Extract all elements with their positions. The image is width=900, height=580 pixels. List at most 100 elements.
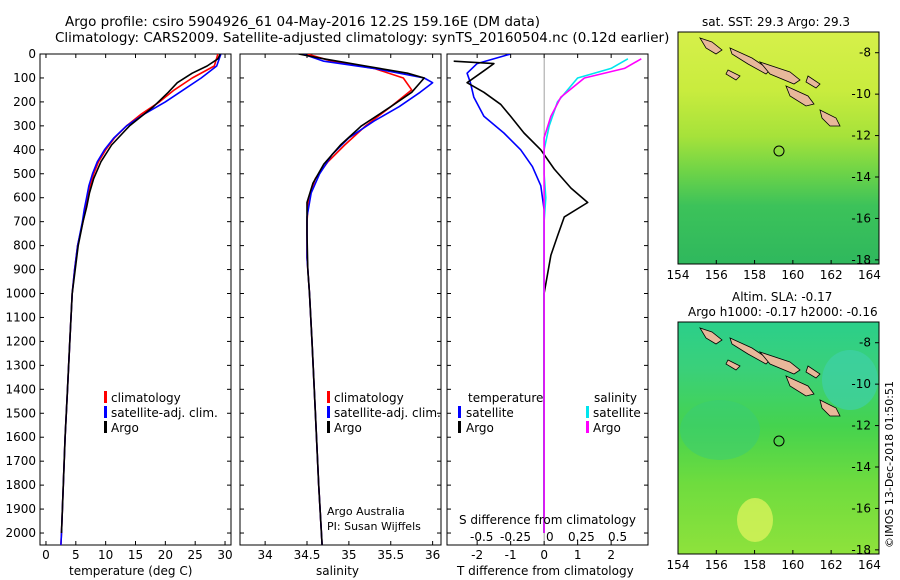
map-x-tick-label: 158 <box>743 558 766 572</box>
legend-climatology-swatch <box>327 391 330 403</box>
depth-tick-label: 1400 <box>5 382 36 396</box>
map-y-tick-label: -14 <box>851 460 871 474</box>
s-tick-label: 0 <box>546 530 554 544</box>
map-y-tick-label: -18 <box>851 253 871 267</box>
depth-tick-label: 100 <box>13 71 36 85</box>
map-x-tick-label: 154 <box>667 268 690 282</box>
map-x-tick-label: 162 <box>820 268 843 282</box>
legend-satellite-swatch <box>104 406 107 418</box>
x-tick-label: 20 <box>158 548 173 562</box>
difference-xlabel: T difference from climatology <box>456 564 634 578</box>
depth-tick-label: 1800 <box>5 478 36 492</box>
legend-climatology: climatology <box>334 391 404 405</box>
legend-s-argo-swatch <box>586 421 589 433</box>
depth-tick-label: 1000 <box>5 287 36 301</box>
sst-map-title: sat. SST: 29.3 Argo: 29.3 <box>702 15 850 29</box>
depth-tick-label: 1500 <box>5 406 36 420</box>
sst-field <box>678 32 879 264</box>
map-x-tick-label: 160 <box>781 268 804 282</box>
s-tick-label: 0.25 <box>568 530 595 544</box>
islands <box>699 327 841 417</box>
series-line-temperature-argo <box>453 60 589 533</box>
depth-tick-label: 700 <box>13 215 36 229</box>
x-tick-label: 5 <box>72 548 80 562</box>
legend-t-satellite: satellite <box>466 406 514 420</box>
sla-map-title2: Argo h1000: -0.17 h2000: -0.16 <box>688 305 878 319</box>
map-y-tick-label: -16 <box>851 211 871 225</box>
sst-map-ticks: 154 156 158 160 162 164 -8 -10 -12 -14 -16 -18 <box>667 46 881 282</box>
depth-tick-label: 300 <box>13 119 36 133</box>
series-line-climatology <box>60 54 219 545</box>
difference-xlabel-top: S difference from climatology <box>459 513 636 527</box>
islands <box>699 37 841 127</box>
legend-t-argo: Argo <box>466 421 494 435</box>
map-y-tick-label: -18 <box>851 543 871 557</box>
map-x-tick-label: 160 <box>781 558 804 572</box>
series-line-temperature-satellite <box>466 54 545 533</box>
figure-title-line2: Climatology: CARS2009. Satellite-adjuste… <box>55 30 669 46</box>
float-position-marker <box>773 435 785 447</box>
legend-climatology: climatology <box>111 391 181 405</box>
depth-tick-label: 1300 <box>5 358 36 372</box>
series-line-salinity-argo <box>543 58 642 533</box>
legend-argo-swatch <box>327 421 330 433</box>
map-y-tick-label: -12 <box>851 129 871 143</box>
depth-tick-label: 800 <box>13 239 36 253</box>
temperature-panel-frame <box>39 53 232 546</box>
legend-satellite: satellite-adj. clim. <box>334 406 441 420</box>
s-tick-label: -0.5 <box>470 530 493 544</box>
legend-climatology-swatch <box>104 391 107 403</box>
map-x-tick-label: 158 <box>743 268 766 282</box>
legend-s-argo: Argo <box>593 421 621 435</box>
temperature-xlabel: temperature (deg C) <box>69 564 192 578</box>
legend-argo: Argo <box>111 421 139 435</box>
legend-t-argo-swatch <box>458 421 461 433</box>
float-position-marker <box>773 145 785 157</box>
difference-legend: temperature satellite Argo salinity sate… <box>458 391 641 435</box>
legend-salinity-header: salinity <box>594 391 637 405</box>
annotation-argo-australia: Argo Australia <box>327 505 405 518</box>
annotation-pi-name: PI: Susan Wijffels <box>327 520 421 533</box>
x-tick-label: 25 <box>188 548 203 562</box>
depth-tick-label: 1900 <box>5 502 36 516</box>
difference-panel-frame <box>446 53 649 546</box>
x-tick-label: 0 <box>540 548 548 562</box>
map-y-tick-label: -12 <box>851 419 871 433</box>
sla-map-frame <box>677 321 880 555</box>
salinity-panel-frame <box>239 53 442 546</box>
sla-map-title1: Altim. SLA: -0.17 <box>732 290 832 304</box>
x-tick-label: 34.5 <box>294 548 321 562</box>
depth-tick-label: 1100 <box>5 310 36 324</box>
map-y-tick-label: -8 <box>859 336 871 350</box>
map-y-tick-label: -16 <box>851 501 871 515</box>
legend-satellite: satellite-adj. clim. <box>111 406 218 420</box>
series-line-satellite <box>302 54 434 545</box>
x-tick-label: -2 <box>471 548 483 562</box>
depth-tick-label: 0 <box>28 47 36 61</box>
x-tick-label: 0 <box>42 548 50 562</box>
map-y-tick-label: -14 <box>851 170 871 184</box>
series-line-satellite <box>60 54 222 545</box>
series-line-salinity-satellite <box>543 58 629 533</box>
map-x-tick-label: 164 <box>858 558 881 572</box>
x-tick-label: 2 <box>607 548 615 562</box>
map-x-tick-label: 156 <box>705 558 728 572</box>
map-y-tick-label: -8 <box>859 46 871 60</box>
figure-title-line1: Argo profile: csiro 5904926_61 04-May-20… <box>65 14 540 30</box>
x-tick-label: 34 <box>257 548 272 562</box>
legend-argo-swatch <box>104 421 107 433</box>
legend-t-satellite-swatch <box>458 406 461 418</box>
depth-tick-label: 400 <box>13 143 36 157</box>
x-tick-label: 15 <box>128 548 143 562</box>
x-tick-label: 36 <box>425 548 440 562</box>
depth-tick-label: 600 <box>13 191 36 205</box>
imos-watermark: ©IMOS 13-Dec-2018 01:50:51 <box>883 381 896 548</box>
x-tick-label: 30 <box>217 548 232 562</box>
map-x-tick-label: 164 <box>858 268 881 282</box>
depth-axis: 0 100 200 300 400 500 600 700 800 900 1000 1100 1200… <box>5 47 36 540</box>
legend-satellite-swatch <box>327 406 330 418</box>
map-x-tick-label: 162 <box>820 558 843 572</box>
s-tick-label: -0.25 <box>500 530 531 544</box>
series-line-argo <box>298 54 426 545</box>
